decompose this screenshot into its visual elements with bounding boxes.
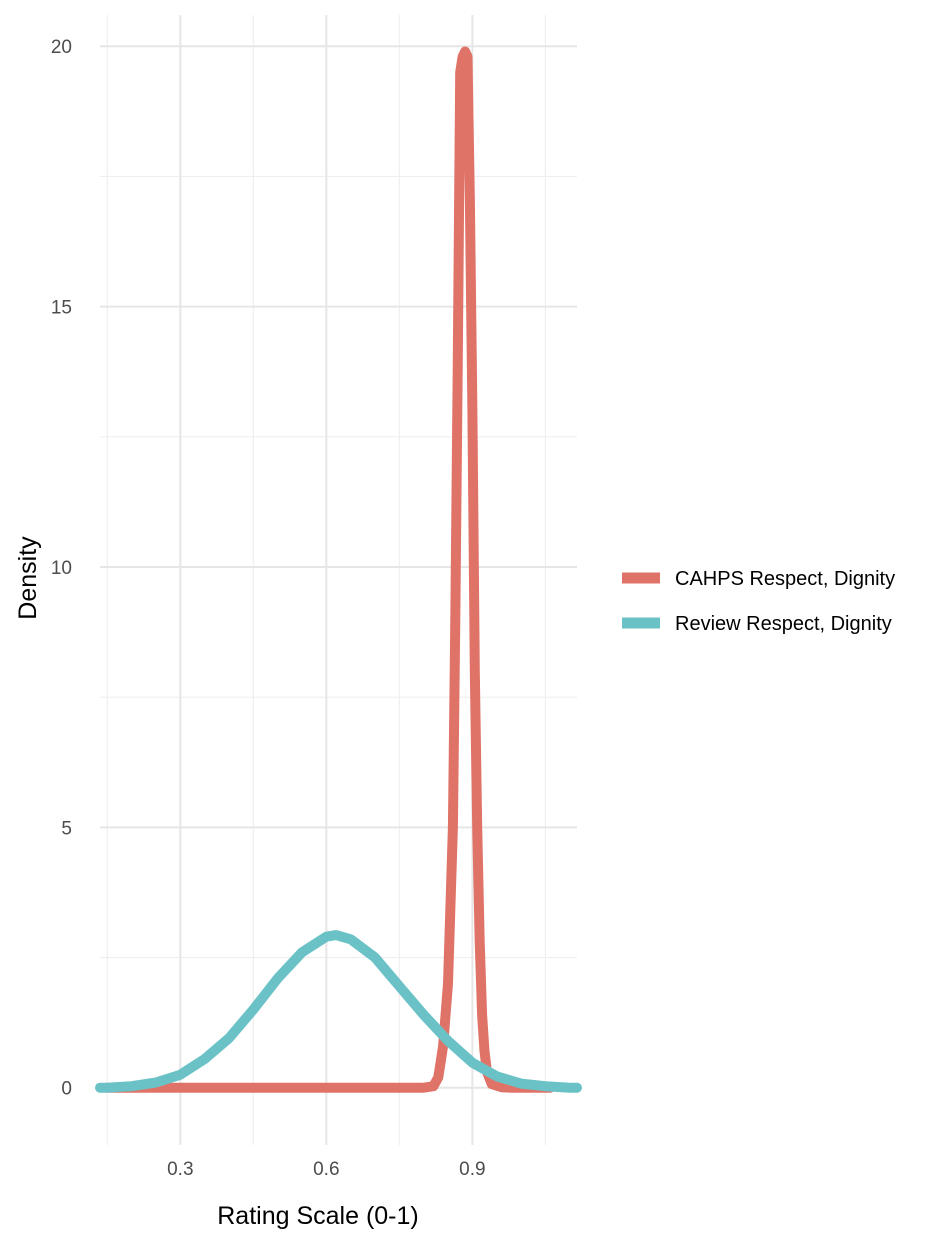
x-axis-title: Rating Scale (0-1) [217,1202,418,1230]
y-tick-label: 15 [51,298,72,319]
series-line-cahps [102,46,556,1093]
legend-label-review: Review Respect, Dignity [675,613,892,635]
minor-gridlines [100,15,577,1145]
y-tick-label: 10 [51,558,72,579]
major-gridlines [100,15,577,1145]
y-axis-title: Density [14,536,42,620]
y-axis-ticks: 0 5 10 15 20 [51,37,72,1099]
y-tick-label: 5 [61,818,72,839]
x-axis-ticks: 0.3 0.6 0.9 [167,1159,485,1180]
x-tick-label: 0.6 [313,1159,339,1180]
legend-label-cahps: CAHPS Respect, Dignity [675,568,895,590]
x-tick-label: 0.9 [459,1159,485,1180]
density-series [95,46,582,1093]
y-tick-label: 0 [61,1079,72,1100]
x-tick-label: 0.3 [167,1159,193,1180]
y-tick-label: 20 [51,37,72,58]
legend: CAHPS Respect, Dignity Review Respect, D… [622,568,895,635]
series-line-review [95,930,582,1093]
